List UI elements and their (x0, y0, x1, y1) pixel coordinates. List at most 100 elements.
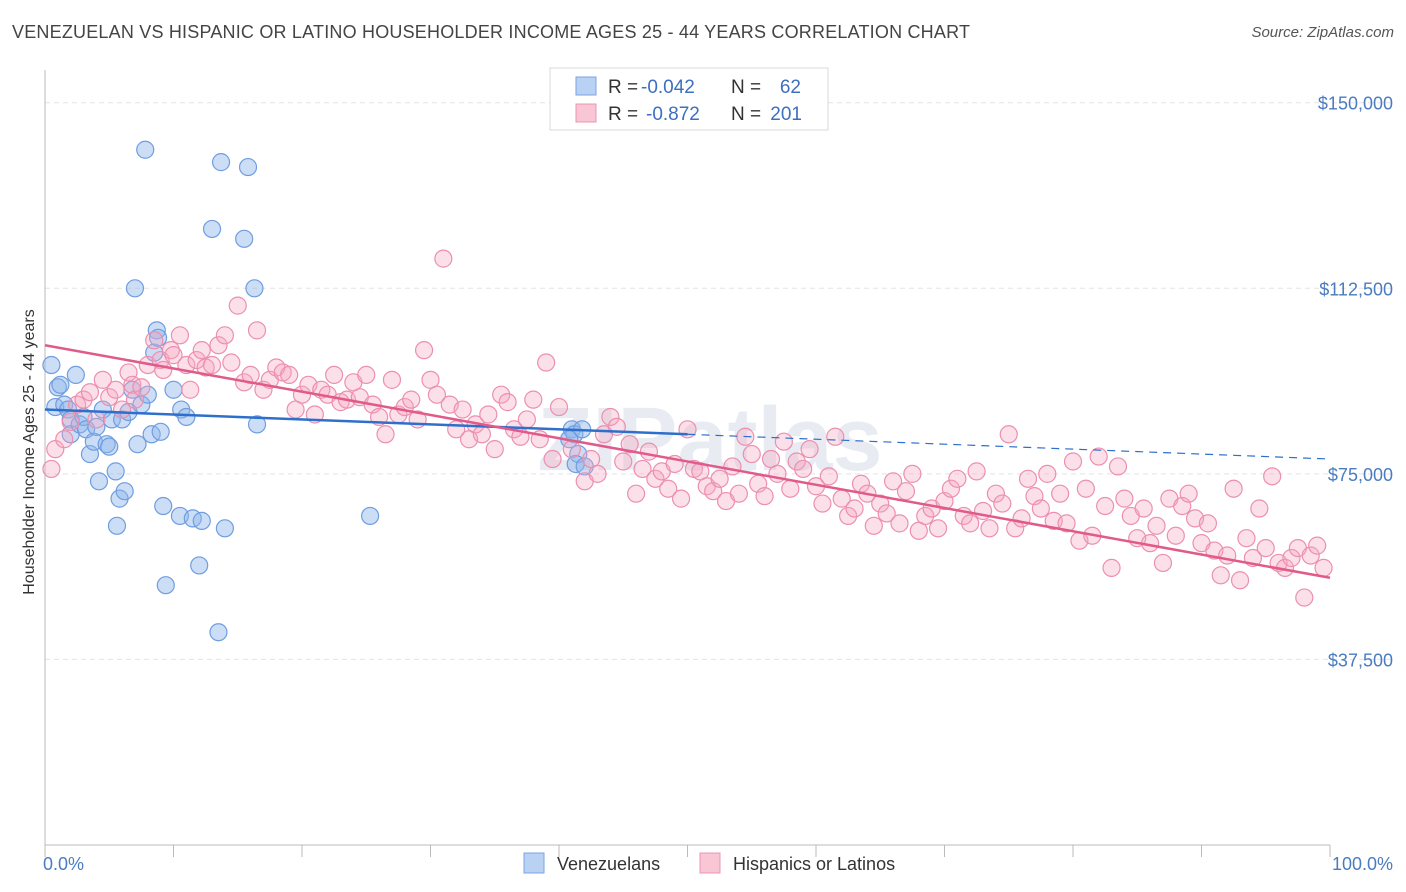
data-point (87, 417, 106, 436)
data-point (1308, 536, 1327, 555)
data-point (202, 219, 222, 239)
data-point (181, 380, 200, 399)
data-point (136, 140, 155, 159)
data-point (357, 365, 376, 385)
data-point (1179, 484, 1198, 503)
data-point (427, 385, 447, 404)
data-point (453, 400, 472, 419)
series-hispanics (42, 249, 1333, 607)
data-point (48, 378, 67, 397)
bottom-legend: Venezuelans Hispanics or Latinos (523, 852, 895, 874)
data-point (742, 444, 761, 464)
data-point (376, 425, 395, 444)
data-point (382, 370, 402, 389)
data-point (192, 511, 211, 530)
data-point (247, 415, 267, 434)
data-point (1198, 514, 1218, 533)
data-point (1147, 516, 1166, 535)
legend-box: R = -0.042 N = 62 R = -0.872 N = 201 (549, 67, 829, 131)
legend-n-label-2: N = (731, 104, 761, 125)
data-point (1051, 484, 1070, 503)
data-point (1153, 553, 1173, 573)
data-point (948, 469, 967, 488)
data-point (883, 472, 903, 491)
data-point (211, 153, 231, 172)
bottom-legend-label-1: Venezuelans (557, 854, 660, 874)
data-point (80, 383, 100, 402)
data-point (967, 462, 986, 481)
data-point (562, 440, 581, 459)
data-point (1237, 529, 1256, 548)
data-point (222, 353, 241, 372)
trend-line-venezuelans (44, 408, 688, 436)
data-point (106, 380, 125, 399)
data-point (877, 504, 896, 523)
data-point (192, 341, 211, 360)
data-point (61, 412, 80, 432)
data-point (51, 375, 70, 394)
data-point (588, 464, 607, 483)
data-point (215, 519, 234, 538)
data-point (781, 479, 800, 498)
y-tick-labels: $37,500 $75,000 $112,500 $150,000 (1318, 94, 1393, 671)
data-point (280, 365, 299, 385)
data-point (42, 355, 61, 375)
data-point (128, 435, 147, 454)
data-point (74, 390, 93, 409)
data-point (238, 157, 258, 177)
data-point (1211, 566, 1230, 585)
data-point (755, 487, 774, 506)
data-point (1057, 514, 1076, 533)
data-point (928, 519, 948, 538)
data-point (46, 440, 65, 459)
data-point (871, 494, 890, 513)
data-point (145, 331, 164, 350)
data-point (633, 459, 652, 479)
data-point (1089, 447, 1108, 466)
data-point (1012, 509, 1031, 528)
data-point (1250, 499, 1269, 518)
legend-r-value-1: -0.042 (641, 77, 695, 98)
data-point (1076, 479, 1095, 498)
data-point (1301, 546, 1320, 565)
data-point (1115, 489, 1134, 508)
data-point (961, 514, 980, 533)
data-point (325, 365, 344, 385)
data-point (993, 494, 1012, 513)
data-point (402, 390, 421, 409)
data-point (209, 623, 228, 642)
data-point (87, 410, 106, 429)
data-point (498, 393, 517, 412)
y-tick-label: $150,000 (1318, 94, 1393, 114)
data-point (247, 321, 267, 340)
data-point (151, 422, 170, 441)
bottom-legend-swatch-blue (523, 852, 545, 874)
data-point (1031, 499, 1050, 518)
data-point (1108, 457, 1128, 476)
data-point (729, 484, 749, 503)
data-point (106, 462, 125, 481)
data-point (100, 388, 119, 407)
data-point (190, 556, 209, 575)
data-point (112, 410, 132, 429)
legend-r-label-2: R = (608, 104, 638, 125)
data-point (916, 506, 935, 526)
data-point (177, 407, 196, 427)
data-point (154, 360, 173, 380)
data-point (1282, 548, 1301, 568)
legend-swatch-pink (575, 103, 597, 123)
data-point (434, 249, 453, 268)
data-point (826, 427, 845, 446)
data-point (245, 279, 264, 298)
y-tick-label: $37,500 (1328, 650, 1393, 670)
data-point (800, 440, 819, 459)
data-point (980, 519, 999, 538)
legend-n-value-1: 62 (780, 77, 801, 98)
data-point (100, 437, 119, 456)
data-point (549, 397, 569, 417)
x-tick-max: 100.0% (1332, 854, 1393, 874)
data-point (819, 467, 838, 486)
data-point (639, 442, 659, 461)
data-point (1102, 558, 1121, 577)
